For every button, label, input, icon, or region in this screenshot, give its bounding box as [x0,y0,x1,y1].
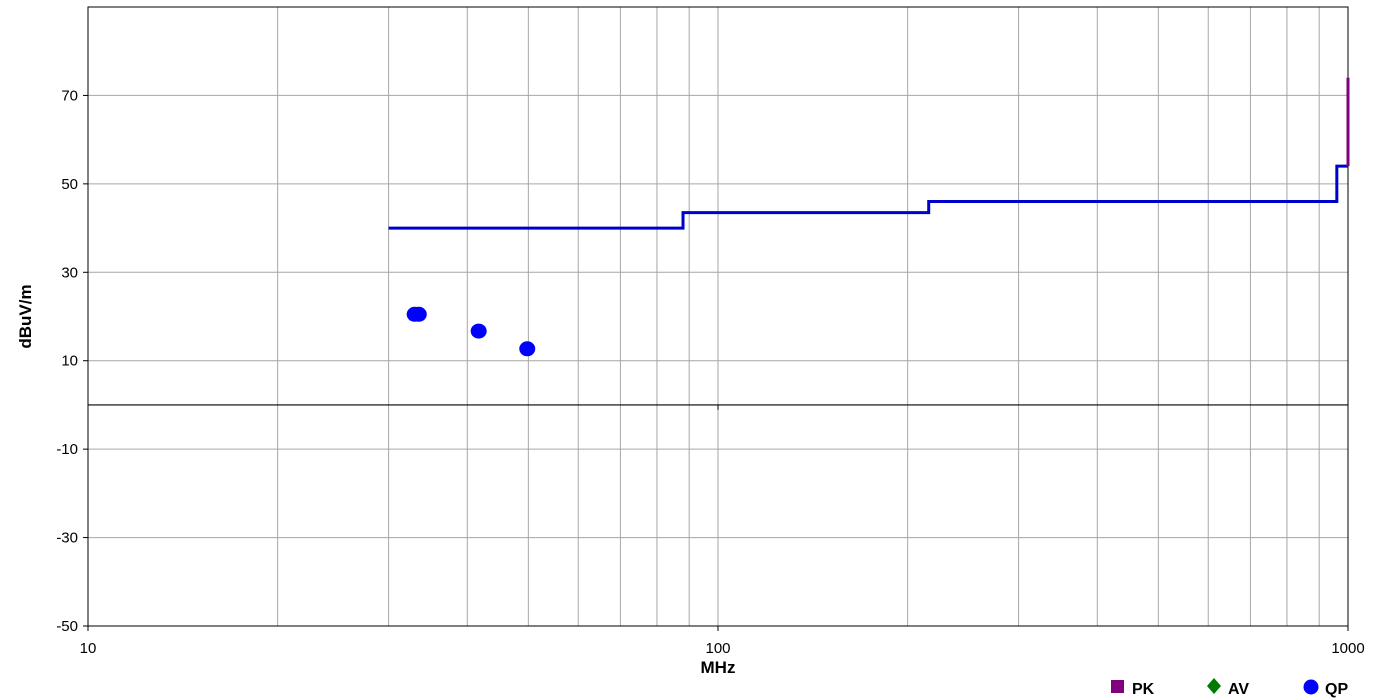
x-tick-label: 100 [705,640,730,657]
limit-line [388,164,1348,230]
legend-marker-qp [1303,679,1319,695]
legend-label-pk: PK [1132,681,1155,698]
y-tick-label: -30 [56,530,78,547]
y-axis-title: dBuV/m [16,284,35,348]
x-tick-label: 1000 [1331,640,1364,657]
data-point-qp [470,323,487,339]
legend-label-qp: QP [1325,681,1348,698]
x-tick-label: 10 [80,640,97,657]
x-axis-ticks: 10 100 1000 [80,404,1365,657]
data-points [406,306,536,357]
y-tick-label: 30 [61,264,78,281]
y-tick-label: 10 [61,353,78,370]
data-point-qp [519,341,536,357]
y-tick-label: 70 [61,87,78,104]
legend: PK AV QP [1111,678,1348,698]
legend-marker-av [1207,678,1221,694]
y-axis-ticks: -50 -30 -10 10 30 50 70 [56,87,88,635]
y-tick-label: -50 [56,618,78,635]
grid [88,7,1348,626]
data-point-qp [410,306,427,322]
x-axis-title: MHz [701,658,736,677]
y-tick-label: 50 [61,176,78,193]
y-tick-label: -10 [56,441,78,458]
legend-label-av: AV [1228,681,1249,698]
legend-marker-pk [1111,680,1124,693]
